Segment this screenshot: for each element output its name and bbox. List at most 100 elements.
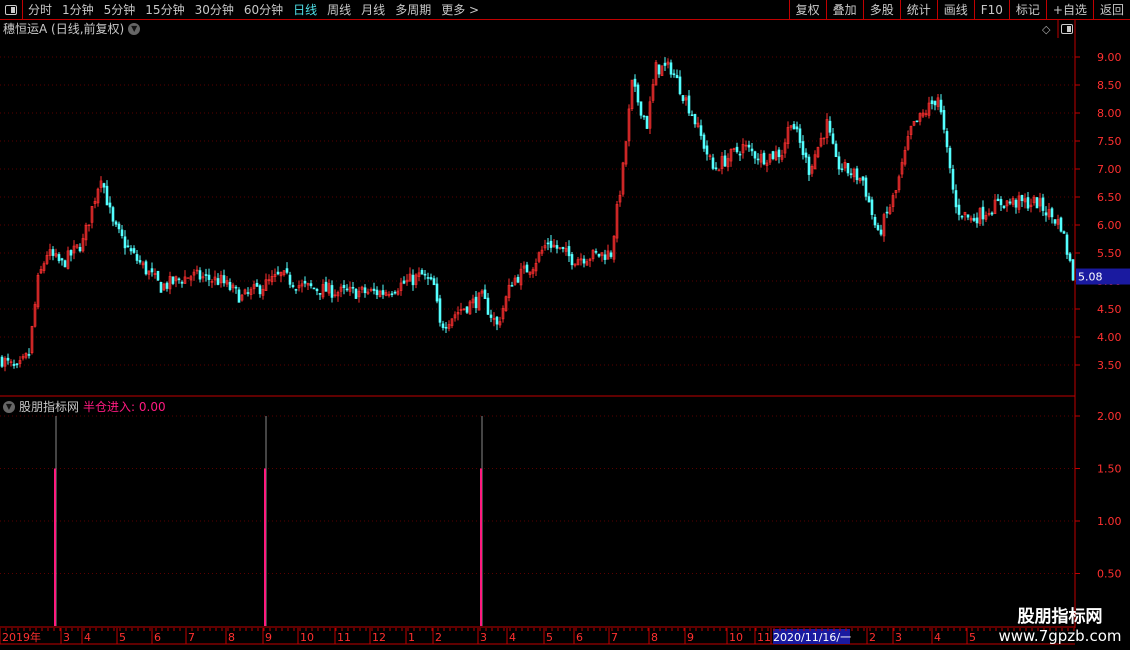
candle-body bbox=[252, 284, 256, 290]
candle-body bbox=[624, 141, 628, 165]
period-tab[interactable]: 多周期 bbox=[395, 3, 432, 17]
candle-body bbox=[957, 204, 961, 215]
panel-toggle-icon[interactable] bbox=[1061, 24, 1073, 34]
candle-body bbox=[765, 162, 769, 166]
candle-body bbox=[810, 166, 814, 174]
candle-body bbox=[1005, 200, 1009, 207]
period-tab[interactable]: 15分钟 bbox=[145, 3, 185, 17]
candle-body bbox=[198, 270, 202, 280]
candle-body bbox=[654, 62, 658, 86]
candle-body bbox=[132, 248, 136, 253]
candle-body bbox=[609, 252, 613, 257]
period-tab[interactable]: 60分钟 bbox=[243, 3, 284, 17]
chevron-down-icon[interactable]: ▼ bbox=[128, 23, 141, 35]
candle-body bbox=[306, 282, 310, 286]
period-tab[interactable]: 5分钟 bbox=[103, 3, 136, 17]
candle-body bbox=[447, 324, 451, 329]
candle-body bbox=[792, 124, 796, 130]
chevron-down-icon[interactable]: ▼ bbox=[3, 400, 15, 413]
candle-body bbox=[636, 84, 640, 103]
candle-body bbox=[966, 214, 970, 218]
price-tick-label: 4.50 bbox=[1097, 303, 1122, 316]
candle-body bbox=[186, 277, 190, 280]
toolbar-button[interactable]: +自选 bbox=[1045, 0, 1093, 20]
toolbar-button[interactable]: 统计 bbox=[899, 0, 937, 20]
candle-body bbox=[405, 279, 409, 283]
time-label: 2020/11/16/一 bbox=[773, 631, 851, 644]
candle-body bbox=[369, 289, 373, 291]
candle-body bbox=[201, 276, 205, 279]
candle-body bbox=[111, 207, 115, 222]
candle-body bbox=[921, 112, 925, 117]
candle-body bbox=[24, 352, 28, 358]
candle-body bbox=[363, 287, 367, 294]
candle-body bbox=[828, 120, 832, 133]
candle-body bbox=[174, 276, 178, 282]
toolbar-button[interactable]: 叠加 bbox=[825, 0, 863, 20]
candle-body bbox=[375, 289, 379, 296]
candle-body bbox=[597, 253, 601, 257]
candle-body bbox=[300, 283, 304, 287]
candle-body bbox=[246, 292, 250, 294]
candle-body bbox=[771, 151, 775, 159]
candle-body bbox=[681, 95, 685, 101]
candle-body bbox=[663, 62, 667, 66]
candle-body bbox=[294, 289, 298, 291]
period-tab[interactable]: 1分钟 bbox=[62, 3, 94, 17]
toolbar-button[interactable]: 画线 bbox=[936, 0, 974, 20]
candle-body bbox=[693, 114, 697, 125]
candle-body bbox=[492, 318, 496, 320]
candle-body bbox=[90, 205, 94, 223]
candle-body bbox=[585, 261, 589, 266]
candle-body bbox=[123, 236, 127, 249]
candle-body bbox=[57, 254, 61, 262]
candle-body bbox=[702, 134, 706, 149]
toolbar-button[interactable]: 多股 bbox=[862, 0, 900, 20]
candle-body bbox=[360, 286, 364, 290]
toolbar-button[interactable]: 复权 bbox=[788, 0, 826, 20]
candle-body bbox=[477, 292, 481, 311]
candle-body bbox=[741, 144, 745, 154]
period-tab[interactable]: 日线 bbox=[293, 3, 318, 17]
candle-body bbox=[540, 249, 544, 254]
candle-body bbox=[567, 246, 571, 257]
candle-body bbox=[642, 115, 646, 118]
candle-body bbox=[720, 156, 724, 169]
candle-body bbox=[687, 95, 691, 114]
period-tab[interactable]: 分时 bbox=[28, 3, 53, 17]
toolbar-button[interactable]: 标记 bbox=[1008, 0, 1046, 20]
candle-body bbox=[45, 255, 49, 264]
chart-title[interactable]: 穗恒运A (日线,前复权) ▼ bbox=[3, 21, 141, 37]
candle-body bbox=[75, 244, 79, 248]
candle-body bbox=[1008, 201, 1012, 204]
candle-body bbox=[63, 260, 67, 268]
period-tab[interactable]: 周线 bbox=[327, 3, 352, 17]
candle-body bbox=[480, 290, 484, 294]
price-tick-label: 8.50 bbox=[1097, 79, 1122, 92]
candle-body bbox=[1029, 204, 1033, 207]
candle-body bbox=[522, 265, 526, 269]
candle-body bbox=[270, 276, 274, 283]
candle-body bbox=[924, 113, 928, 115]
period-tab[interactable]: 更多 > bbox=[441, 3, 480, 17]
toolbar-button[interactable]: 返回 bbox=[1092, 0, 1130, 20]
candle-body bbox=[279, 272, 283, 277]
candle-body bbox=[903, 150, 907, 165]
candle-body bbox=[1050, 208, 1054, 218]
period-tab[interactable]: 月线 bbox=[361, 3, 386, 17]
indicator-tick-label: 1.50 bbox=[1097, 463, 1122, 476]
candle-body bbox=[813, 154, 817, 170]
panel-toggle-button[interactable] bbox=[0, 0, 23, 20]
period-tab[interactable]: 30分钟 bbox=[194, 3, 234, 17]
candle-body bbox=[630, 79, 634, 110]
candle-body bbox=[105, 185, 109, 206]
candle-body bbox=[321, 284, 325, 298]
candle-body bbox=[816, 146, 820, 158]
toolbar-button[interactable]: F10 bbox=[973, 0, 1009, 20]
diamond-icon[interactable]: ◇ bbox=[1042, 23, 1051, 36]
candle-body bbox=[795, 126, 799, 130]
candle-body bbox=[303, 280, 307, 284]
candle-body bbox=[789, 125, 793, 128]
candle-body bbox=[468, 301, 472, 315]
